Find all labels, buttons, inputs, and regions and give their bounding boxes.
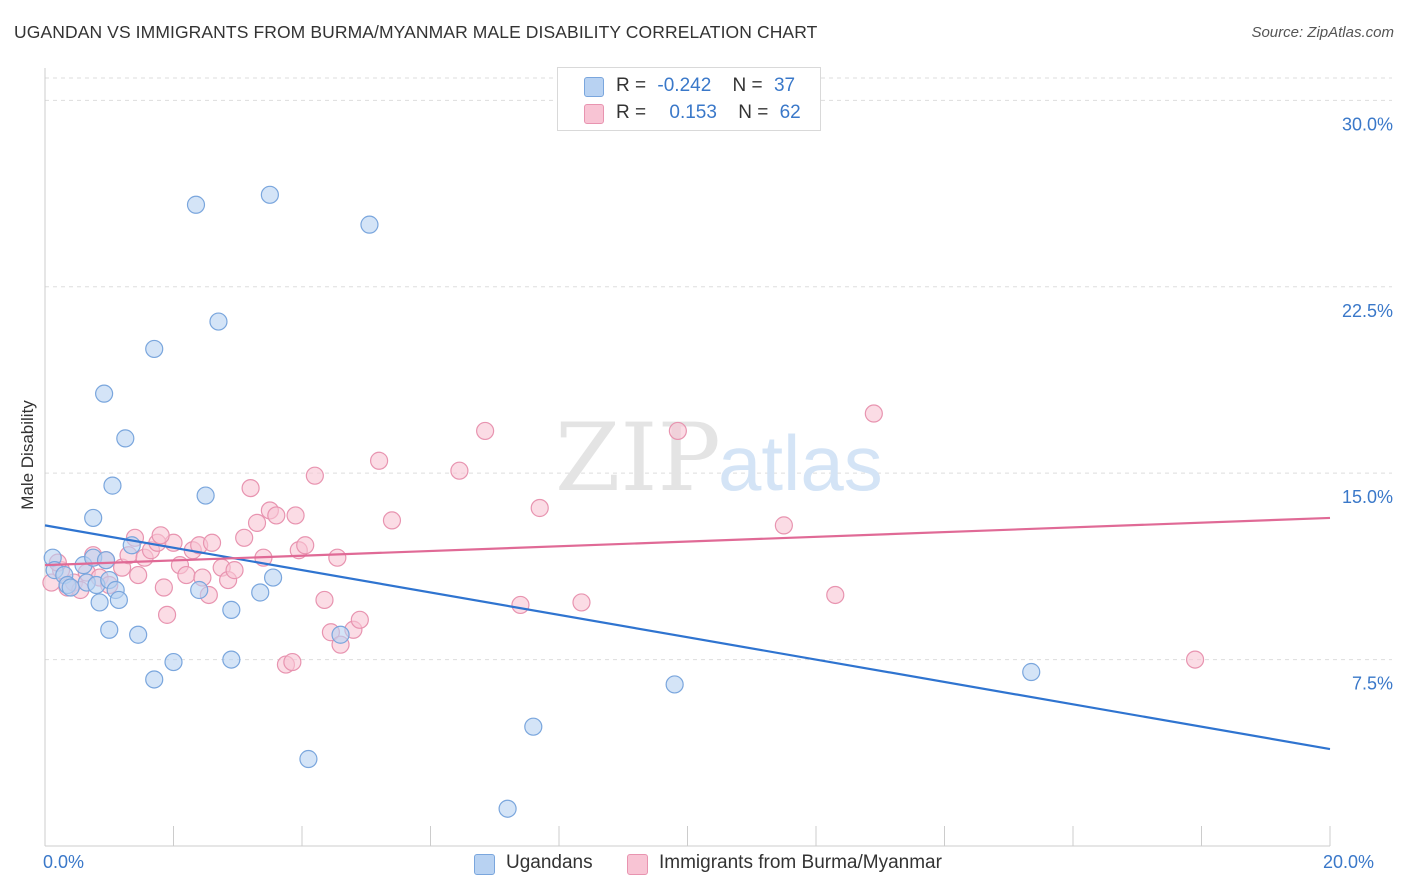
y-tick-label: 7.5% xyxy=(1352,674,1393,694)
y-axis-label: Male Disability xyxy=(18,400,37,510)
burma-point xyxy=(283,652,302,672)
ugandan-point xyxy=(164,652,183,672)
ugandan-point xyxy=(129,625,148,644)
ugandan-point xyxy=(222,650,241,669)
watermark: ZIP atlas xyxy=(555,404,883,513)
ugandan-point xyxy=(331,625,350,644)
x-tick-label-min: 0.0% xyxy=(43,852,85,872)
pink-swatch xyxy=(584,104,604,124)
ugandan-point xyxy=(222,600,241,619)
blue-swatch xyxy=(584,77,604,97)
burma-point xyxy=(350,610,369,629)
burma-point xyxy=(129,565,148,585)
burma-point xyxy=(1185,650,1205,669)
burma-point xyxy=(476,421,495,441)
burma-point xyxy=(235,528,254,547)
series-legend: Ugandans Immigrants from Burma/Myanmar xyxy=(0,852,1406,878)
burma-point xyxy=(382,511,402,530)
correlation-legend: R = -0.242 N = 37 R = 0.153 N = 62 xyxy=(557,67,821,131)
ugandan-point xyxy=(186,195,206,214)
ugandan-point xyxy=(61,578,80,597)
data-points xyxy=(42,185,1205,818)
burma-point xyxy=(296,536,315,555)
y-tick-labels: 7.5% 15.0% 22.5% 30.0% xyxy=(1342,114,1393,693)
ugandan-point xyxy=(360,215,379,234)
ugandan-point xyxy=(95,384,114,403)
burma-point xyxy=(286,506,305,525)
ugandan-point xyxy=(109,590,128,610)
burma-point xyxy=(154,578,173,597)
ugandan-point xyxy=(196,486,215,505)
ugandan-point xyxy=(1022,662,1041,682)
y-tick-label: 30.0% xyxy=(1342,114,1393,134)
ugandan-point xyxy=(263,568,283,587)
r-value: 0.153 xyxy=(669,102,717,123)
ugandan-point xyxy=(665,675,684,694)
burma-point xyxy=(826,585,845,605)
n-label: N = xyxy=(738,102,769,123)
ugandan-point xyxy=(96,551,116,570)
source-label: Source: ZipAtlas.com xyxy=(1251,24,1394,41)
ugandan-point xyxy=(100,620,119,639)
ugandan-point xyxy=(498,799,517,818)
burma-point xyxy=(305,466,324,485)
burma-point xyxy=(247,513,267,532)
ugandan-point xyxy=(260,185,279,204)
burma-point xyxy=(450,461,469,480)
pink-swatch xyxy=(627,854,648,875)
n-value: 62 xyxy=(779,102,801,123)
ugandan-point xyxy=(90,593,109,612)
burma-point xyxy=(370,451,389,470)
ugandan-point xyxy=(145,670,164,689)
ugandan-point xyxy=(103,476,122,495)
ugandan-point xyxy=(209,312,228,331)
y-tick-label: 15.0% xyxy=(1342,487,1393,507)
ugandan-point xyxy=(116,429,135,448)
ugandan-point xyxy=(524,717,543,736)
burma-point xyxy=(572,593,591,612)
chart-title: UGANDAN VS IMMIGRANTS FROM BURMA/MYANMAR… xyxy=(14,22,818,42)
axes xyxy=(44,68,1331,847)
grid-lines xyxy=(45,77,1392,661)
ugandan-point xyxy=(190,580,209,600)
x-tick-label-max: 20.0% xyxy=(1323,852,1375,872)
burma-point xyxy=(225,561,244,580)
ugandan-point xyxy=(145,339,164,359)
burma-trend-line xyxy=(44,516,1331,567)
burma-point xyxy=(157,605,177,624)
burma-point xyxy=(864,404,883,423)
r-value: -0.242 xyxy=(657,75,712,96)
burma-point xyxy=(774,516,793,535)
legend-label: Immigrants from Burma/Myanmar xyxy=(659,852,942,873)
trend-lines xyxy=(44,516,1331,751)
burma-point xyxy=(202,533,222,552)
burma-point xyxy=(241,478,260,498)
watermark-atlas: atlas xyxy=(718,419,883,507)
legend-label: Ugandans xyxy=(506,852,593,873)
ugandan-point xyxy=(299,749,318,769)
burma-point xyxy=(530,498,549,518)
ugandan-point xyxy=(84,508,103,528)
burma-point xyxy=(315,590,334,610)
ugandan-point xyxy=(251,583,270,602)
burma-point xyxy=(177,565,196,585)
n-label: N = xyxy=(732,75,763,96)
n-value: 37 xyxy=(773,75,796,96)
burma-point xyxy=(267,506,286,525)
burma-point xyxy=(511,595,530,615)
blue-swatch xyxy=(474,854,495,875)
watermark-zip: ZIP xyxy=(555,404,721,513)
ugandan-trend-line xyxy=(44,524,1331,751)
r-label: R = xyxy=(616,75,647,96)
burma-point xyxy=(328,548,347,567)
y-tick-label: 22.5% xyxy=(1342,301,1393,321)
burma-point xyxy=(151,526,170,545)
r-label: R = xyxy=(616,102,647,123)
burma-point xyxy=(668,421,687,441)
